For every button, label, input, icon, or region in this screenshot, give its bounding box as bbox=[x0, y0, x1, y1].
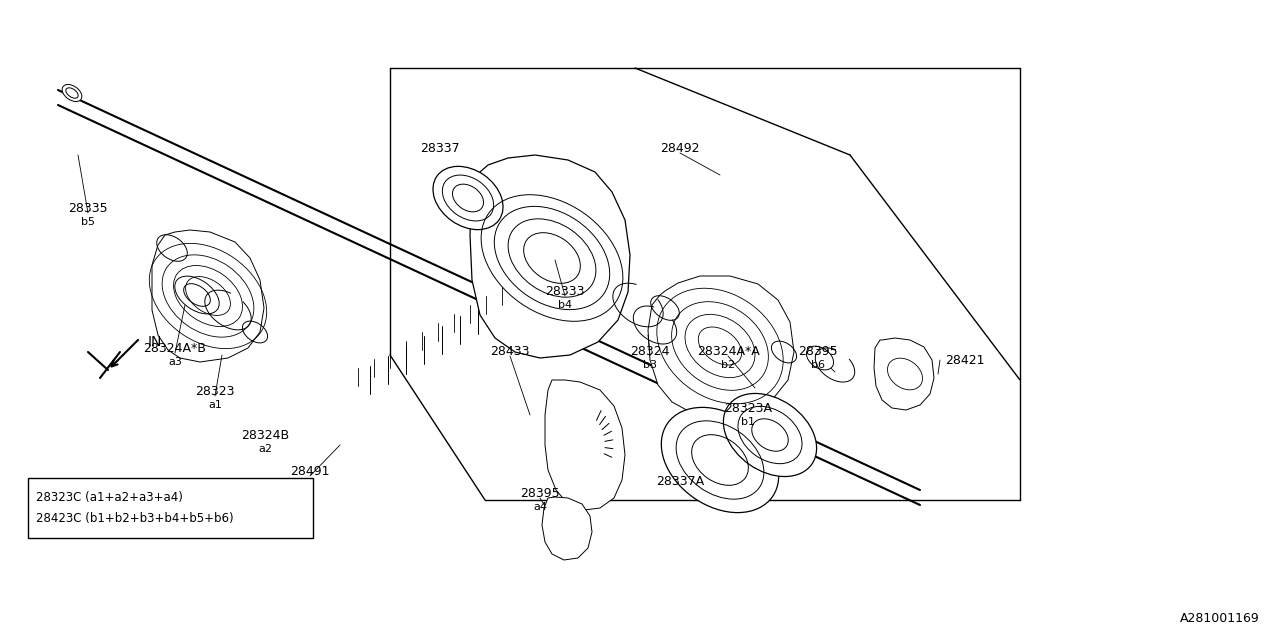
Text: 28395: 28395 bbox=[799, 345, 838, 358]
Ellipse shape bbox=[723, 394, 817, 477]
Polygon shape bbox=[648, 276, 794, 416]
Text: 28323A: 28323A bbox=[724, 402, 772, 415]
Text: 28323: 28323 bbox=[196, 385, 234, 398]
Text: 28433: 28433 bbox=[490, 345, 530, 358]
Polygon shape bbox=[541, 497, 591, 560]
Text: b2: b2 bbox=[721, 360, 735, 370]
Text: 28337A: 28337A bbox=[655, 475, 704, 488]
Text: a3: a3 bbox=[168, 357, 182, 367]
Text: b3: b3 bbox=[643, 360, 657, 370]
Text: b5: b5 bbox=[81, 217, 95, 227]
Text: 28323C (a1+a2+a3+a4): 28323C (a1+a2+a3+a4) bbox=[36, 491, 183, 504]
Text: 28333: 28333 bbox=[545, 285, 585, 298]
Ellipse shape bbox=[806, 346, 833, 370]
Text: a1: a1 bbox=[209, 400, 221, 410]
Polygon shape bbox=[470, 155, 630, 358]
Text: 28423C (b1+b2+b3+b4+b5+b6): 28423C (b1+b2+b3+b4+b5+b6) bbox=[36, 512, 234, 525]
Ellipse shape bbox=[433, 166, 503, 230]
Text: a2: a2 bbox=[259, 444, 273, 454]
Text: 28324A*A: 28324A*A bbox=[696, 345, 759, 358]
Text: 28335: 28335 bbox=[68, 202, 108, 215]
Text: IN: IN bbox=[148, 335, 163, 349]
Polygon shape bbox=[152, 230, 264, 362]
Text: 28324B: 28324B bbox=[241, 429, 289, 442]
Text: 28324A*B: 28324A*B bbox=[143, 342, 206, 355]
Text: b6: b6 bbox=[812, 360, 826, 370]
Ellipse shape bbox=[662, 408, 778, 513]
Text: 28324: 28324 bbox=[630, 345, 669, 358]
Text: 28421: 28421 bbox=[945, 353, 984, 367]
Bar bbox=[28, 478, 314, 538]
Polygon shape bbox=[874, 338, 934, 410]
Text: 28492: 28492 bbox=[660, 142, 700, 155]
Text: 28395: 28395 bbox=[520, 487, 559, 500]
Text: b1: b1 bbox=[741, 417, 755, 427]
Ellipse shape bbox=[63, 84, 82, 102]
Ellipse shape bbox=[175, 276, 219, 314]
Text: A281001169: A281001169 bbox=[1180, 612, 1260, 625]
Text: 28337: 28337 bbox=[420, 142, 460, 155]
Text: a4: a4 bbox=[532, 502, 547, 512]
Text: 28491: 28491 bbox=[291, 465, 330, 478]
Polygon shape bbox=[545, 380, 625, 510]
Text: b4: b4 bbox=[558, 300, 572, 310]
